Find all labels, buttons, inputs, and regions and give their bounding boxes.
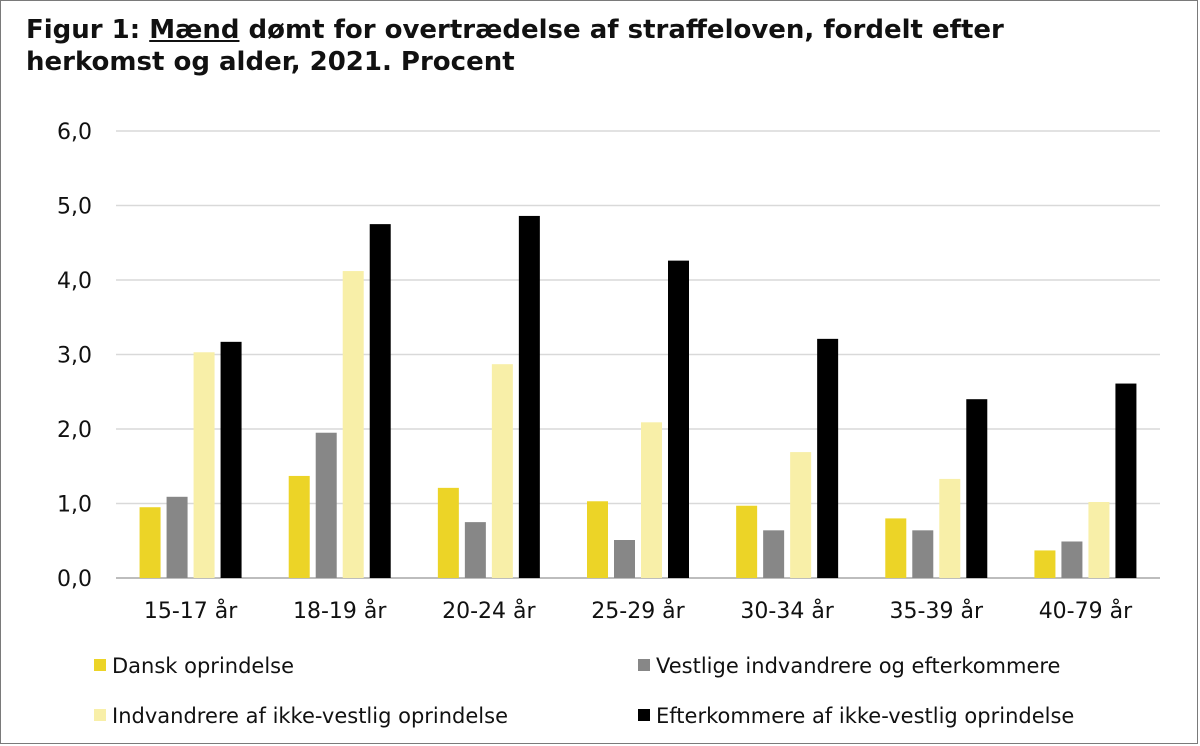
bar bbox=[342, 271, 364, 578]
legend: Dansk oprindelse Vestlige indvandrere og… bbox=[94, 650, 1174, 740]
bars bbox=[139, 215, 1137, 578]
x-tick-label: 15-17 år bbox=[144, 598, 238, 624]
x-tick-label: 35-39 år bbox=[890, 598, 984, 624]
bar bbox=[817, 338, 839, 578]
bar bbox=[1034, 550, 1056, 578]
legend-item-dansk-oprindelse: Dansk oprindelse bbox=[94, 652, 294, 680]
bar bbox=[166, 496, 188, 578]
y-tick-label: 6,0 bbox=[57, 120, 92, 145]
legend-item-vestlige: Vestlige indvandrere og efterkommere bbox=[638, 652, 1060, 680]
bar-chart: 0,0 1,0 2,0 3,0 4,0 5,0 6,0 15-17 år 18-19 år 20… bbox=[57, 120, 1160, 624]
bar bbox=[1115, 383, 1137, 578]
y-tick-label: 0,0 bbox=[57, 567, 92, 592]
bar bbox=[885, 518, 907, 578]
x-tick-label: 30-34 år bbox=[740, 598, 834, 624]
bar bbox=[437, 487, 459, 578]
legend-label: Efterkommere af ikke-vestlig oprindelse bbox=[656, 704, 1075, 728]
y-axis-ticks: 0,0 1,0 2,0 3,0 4,0 5,0 6,0 bbox=[57, 120, 92, 592]
legend-swatch bbox=[94, 709, 106, 721]
y-tick-label: 5,0 bbox=[57, 195, 92, 220]
title-prefix: Figur 1: bbox=[26, 15, 150, 45]
x-tick-label: 20-24 år bbox=[442, 598, 536, 624]
bar bbox=[668, 260, 689, 578]
bar bbox=[518, 215, 540, 578]
bar bbox=[790, 452, 812, 578]
y-tick-label: 2,0 bbox=[57, 418, 92, 443]
legend-label: Indvandrere af ikke-vestlig oprindelse bbox=[112, 704, 509, 728]
legend-label: Vestlige indvandrere og efterkommere bbox=[656, 654, 1061, 678]
x-axis-ticks: 15-17 år 18-19 år 20-24 år 25-29 år 30-34 år… bbox=[144, 598, 1133, 624]
bar bbox=[614, 540, 635, 578]
bar bbox=[315, 432, 337, 578]
bar bbox=[464, 522, 486, 578]
legend-item-indvandrere-ikke-vestlig: Indvandrere af ikke-vestlig oprindelse bbox=[94, 702, 508, 730]
bar bbox=[912, 530, 934, 578]
bar bbox=[587, 501, 608, 578]
legend-swatch bbox=[638, 659, 650, 671]
x-tick-label: 40-79 år bbox=[1039, 598, 1133, 624]
y-tick-label: 3,0 bbox=[57, 344, 92, 369]
bar bbox=[220, 341, 242, 578]
bar bbox=[939, 478, 961, 578]
bar bbox=[1061, 541, 1083, 578]
bar bbox=[763, 530, 785, 578]
x-tick-label: 25-29 år bbox=[591, 598, 685, 624]
bar bbox=[193, 352, 215, 578]
title-underlined-word: Mænd bbox=[149, 15, 240, 45]
legend-label: Dansk oprindelse bbox=[112, 654, 295, 678]
bar bbox=[641, 422, 662, 578]
x-tick-label: 18-19 år bbox=[293, 598, 387, 624]
bar bbox=[736, 505, 758, 578]
bar bbox=[966, 399, 988, 578]
gridlines bbox=[116, 130, 1160, 579]
bar bbox=[288, 475, 310, 578]
legend-swatch bbox=[638, 709, 650, 721]
y-tick-label: 1,0 bbox=[57, 493, 92, 518]
bar bbox=[491, 364, 513, 578]
bar bbox=[1088, 502, 1110, 578]
legend-swatch bbox=[94, 659, 106, 671]
legend-item-efterkommere-ikke-vestlig: Efterkommere af ikke-vestlig oprindelse bbox=[638, 702, 1074, 730]
chart-title: Figur 1: Mænd dømt for overtrædelse af s… bbox=[26, 14, 1146, 78]
bar bbox=[139, 507, 161, 578]
bar bbox=[369, 224, 391, 578]
title-rest: dømt for overtrædelse af straffeloven, f… bbox=[26, 15, 1004, 77]
y-tick-label: 4,0 bbox=[57, 269, 92, 294]
